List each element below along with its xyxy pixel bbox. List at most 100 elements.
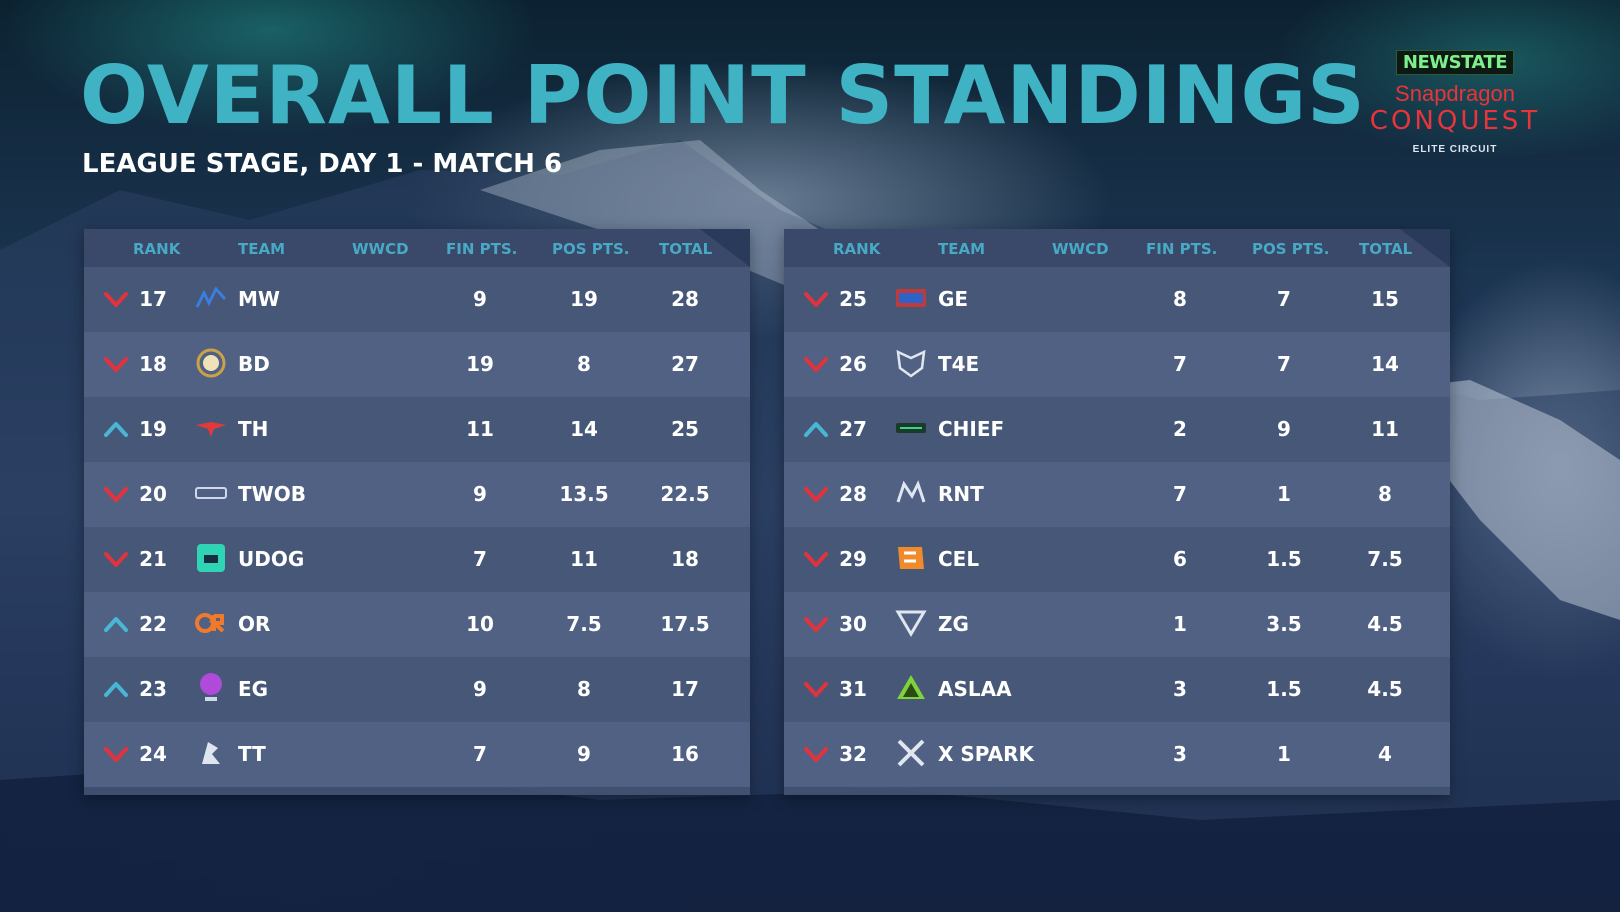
- table-row: 29 CEL 6 1.5 7.5: [784, 527, 1450, 592]
- or-logo-icon: [194, 606, 228, 640]
- page-title: OVERALL POINT STANDINGS: [80, 49, 1366, 142]
- fin-pts-value: 11: [466, 417, 494, 441]
- standings-table-right: RANK TEAM WWCD FIN PTS. POS PTS. TOTAL 2…: [784, 229, 1450, 795]
- fin-pts-value: 7: [473, 547, 487, 571]
- mw-logo-icon: [194, 281, 228, 315]
- rank-value: 32: [839, 742, 867, 766]
- rank-down-icon: [104, 552, 128, 567]
- total-value: 11: [1371, 417, 1399, 441]
- pos-pts-value: 1: [1277, 482, 1291, 506]
- fin-pts-value: 8: [1173, 287, 1187, 311]
- pos-pts-value: 1.5: [1266, 547, 1302, 571]
- team-name: BD: [238, 352, 270, 376]
- team-name: T4E: [938, 352, 980, 376]
- fin-pts-value: 7: [1173, 352, 1187, 376]
- rank-value: 29: [839, 547, 867, 571]
- newstate-logo: NEWSTATE: [1395, 50, 1515, 75]
- rank-down-icon: [804, 292, 828, 307]
- rank-value: 30: [839, 612, 867, 636]
- rank-up-icon: [804, 422, 828, 437]
- conquest-wordmark: CONQUEST: [1369, 106, 1541, 136]
- rank-down-icon: [804, 617, 828, 632]
- total-value: 7.5: [1367, 547, 1403, 571]
- team-name: TWOB: [238, 482, 306, 506]
- team-name: RNT: [938, 482, 984, 506]
- pos-pts-value: 3.5: [1266, 612, 1302, 636]
- fin-pts-value: 1: [1173, 612, 1187, 636]
- fin-pts-value: 9: [473, 287, 487, 311]
- fin-pts-value: 7: [1173, 482, 1187, 506]
- fin-pts-value: 10: [466, 612, 494, 636]
- rank-value: 28: [839, 482, 867, 506]
- table-row: 17 MW 9 19 28: [84, 267, 750, 332]
- rnt-logo-icon: [894, 476, 928, 510]
- page-subtitle: LEAGUE STAGE, DAY 1 - MATCH 6: [82, 149, 563, 179]
- table-header: RANK TEAM WWCD FIN PTS. POS PTS. TOTAL: [84, 229, 750, 267]
- total-value: 4: [1378, 742, 1392, 766]
- total-value: 4.5: [1367, 677, 1403, 701]
- pos-pts-value: 9: [1277, 417, 1291, 441]
- t4e-logo-icon: [894, 346, 928, 380]
- total-value: 27: [671, 352, 699, 376]
- pos-pts-value: 19: [570, 287, 598, 311]
- rank-value: 18: [139, 352, 167, 376]
- team-name: TT: [238, 742, 266, 766]
- col-pos-pts-header: POS PTS.: [552, 240, 630, 258]
- col-total-header: TOTAL: [1359, 240, 1413, 258]
- team-name: EG: [238, 677, 269, 701]
- fin-pts-value: 6: [1173, 547, 1187, 571]
- table-row: 32 X SPARK 3 1 4: [784, 722, 1450, 787]
- team-name: ASLAA: [938, 677, 1012, 701]
- chief-logo-icon: [894, 411, 928, 445]
- rank-up-icon: [104, 422, 128, 437]
- rank-down-icon: [104, 747, 128, 762]
- rank-down-icon: [104, 357, 128, 372]
- table-row: 24 TT 7 9 16: [84, 722, 750, 787]
- pos-pts-value: 8: [577, 677, 591, 701]
- rank-value: 24: [139, 742, 167, 766]
- rank-value: 21: [139, 547, 167, 571]
- eg-logo-icon: [194, 671, 228, 705]
- pos-pts-value: 13.5: [559, 482, 609, 506]
- rank-value: 20: [139, 482, 167, 506]
- col-total-header: TOTAL: [659, 240, 713, 258]
- total-value: 8: [1378, 482, 1392, 506]
- total-value: 17: [671, 677, 699, 701]
- team-name: MW: [238, 287, 280, 311]
- rank-down-icon: [804, 682, 828, 697]
- table-row: 20 TWOB 9 13.5 22.5: [84, 462, 750, 527]
- aslaa-logo-icon: [894, 671, 928, 705]
- rank-value: 22: [139, 612, 167, 636]
- rank-value: 26: [839, 352, 867, 376]
- tt-logo-icon: [194, 736, 228, 770]
- col-fin-pts-header: FIN PTS.: [1146, 240, 1218, 258]
- fin-pts-value: 9: [473, 677, 487, 701]
- fin-pts-value: 9: [473, 482, 487, 506]
- rank-value: 23: [139, 677, 167, 701]
- elite-circuit-label: ELITE CIRCUIT: [1412, 143, 1498, 155]
- team-name: GE: [938, 287, 969, 311]
- fin-pts-value: 19: [466, 352, 494, 376]
- th-logo-icon: [194, 411, 228, 445]
- rank-down-icon: [804, 747, 828, 762]
- pos-pts-value: 7: [1277, 352, 1291, 376]
- standings-table-left: RANK TEAM WWCD FIN PTS. POS PTS. TOTAL 1…: [84, 229, 750, 795]
- table-row: 22 OR 10 7.5 17.5: [84, 592, 750, 657]
- pos-pts-value: 7: [1277, 287, 1291, 311]
- rank-value: 17: [139, 287, 167, 311]
- zg-logo-icon: [894, 606, 928, 640]
- col-fin-pts-header: FIN PTS.: [446, 240, 518, 258]
- table-row: 27 CHIEF 2 9 11: [784, 397, 1450, 462]
- ge-logo-icon: [894, 281, 928, 315]
- col-wwcd-header: WWCD: [1052, 240, 1109, 258]
- total-value: 25: [671, 417, 699, 441]
- table-body: 25 GE 8 7 15 26 T4E 7 7 14 27 CHIEF 2 9 11 28 RNT 7 1 8 29 CE…: [784, 267, 1450, 787]
- fin-pts-value: 7: [473, 742, 487, 766]
- table-row: 21 UDOG 7 11 18: [84, 527, 750, 592]
- col-rank-header: RANK: [133, 240, 181, 258]
- pos-pts-value: 8: [577, 352, 591, 376]
- total-value: 16: [671, 742, 699, 766]
- bd-logo-icon: [194, 346, 228, 380]
- team-name: X SPARK: [938, 742, 1034, 766]
